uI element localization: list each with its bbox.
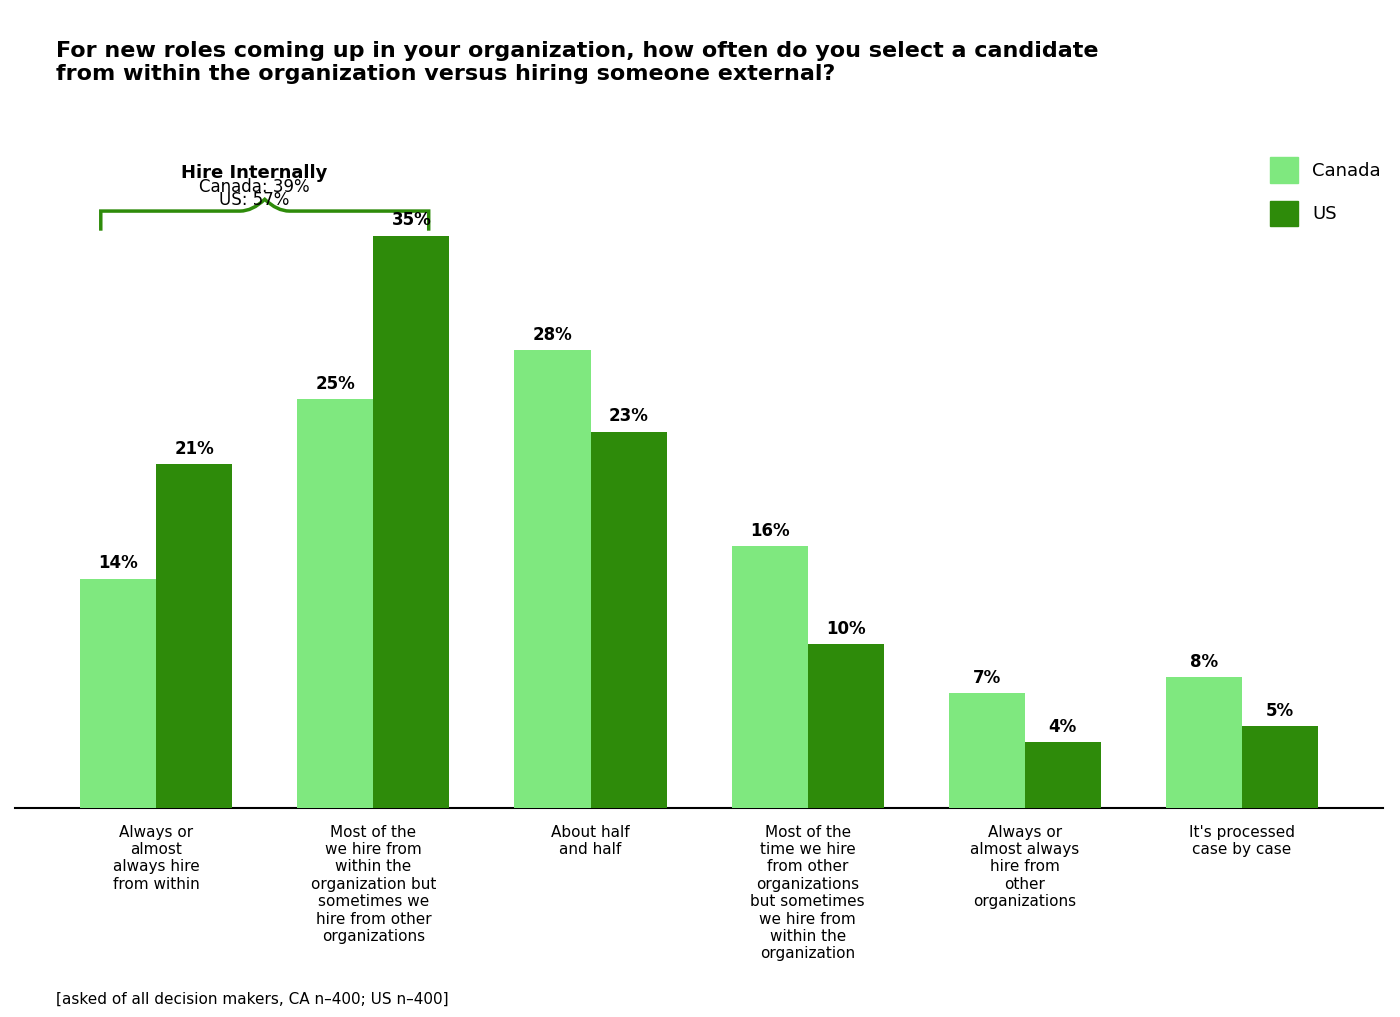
Text: 4%: 4% [1049, 718, 1077, 736]
Bar [591, 432, 666, 807]
Text: US: 57%: US: 57% [218, 191, 288, 210]
Text: 28%: 28% [532, 325, 573, 344]
Bar [297, 399, 374, 807]
Bar [808, 645, 883, 807]
Legend: Canada, US: Canada, US [1263, 149, 1387, 233]
Text: Canada: 39%: Canada: 39% [199, 178, 309, 196]
Text: 5%: 5% [1266, 702, 1294, 720]
Bar [949, 694, 1025, 807]
Bar [157, 465, 232, 807]
Text: 10%: 10% [826, 619, 865, 638]
Bar [1242, 726, 1317, 807]
Bar [514, 350, 591, 807]
Text: 14%: 14% [98, 554, 139, 573]
Bar [1025, 742, 1100, 807]
Text: 35%: 35% [392, 212, 431, 229]
Text: 16%: 16% [750, 522, 790, 540]
Bar [732, 546, 808, 807]
Text: Hire Internally: Hire Internally [181, 164, 328, 182]
Bar [374, 236, 449, 807]
Bar [1166, 677, 1242, 807]
Text: 25%: 25% [315, 374, 356, 393]
Text: [asked of all decision makers, CA n–400; US n–400]: [asked of all decision makers, CA n–400;… [56, 992, 448, 1007]
Text: 8%: 8% [1190, 653, 1218, 670]
Bar [80, 579, 157, 807]
Text: For new roles coming up in your organization, how often do you select a candidat: For new roles coming up in your organiza… [56, 41, 1099, 83]
Text: 21%: 21% [174, 440, 214, 458]
Text: 7%: 7% [973, 669, 1001, 686]
Text: 23%: 23% [609, 407, 648, 425]
